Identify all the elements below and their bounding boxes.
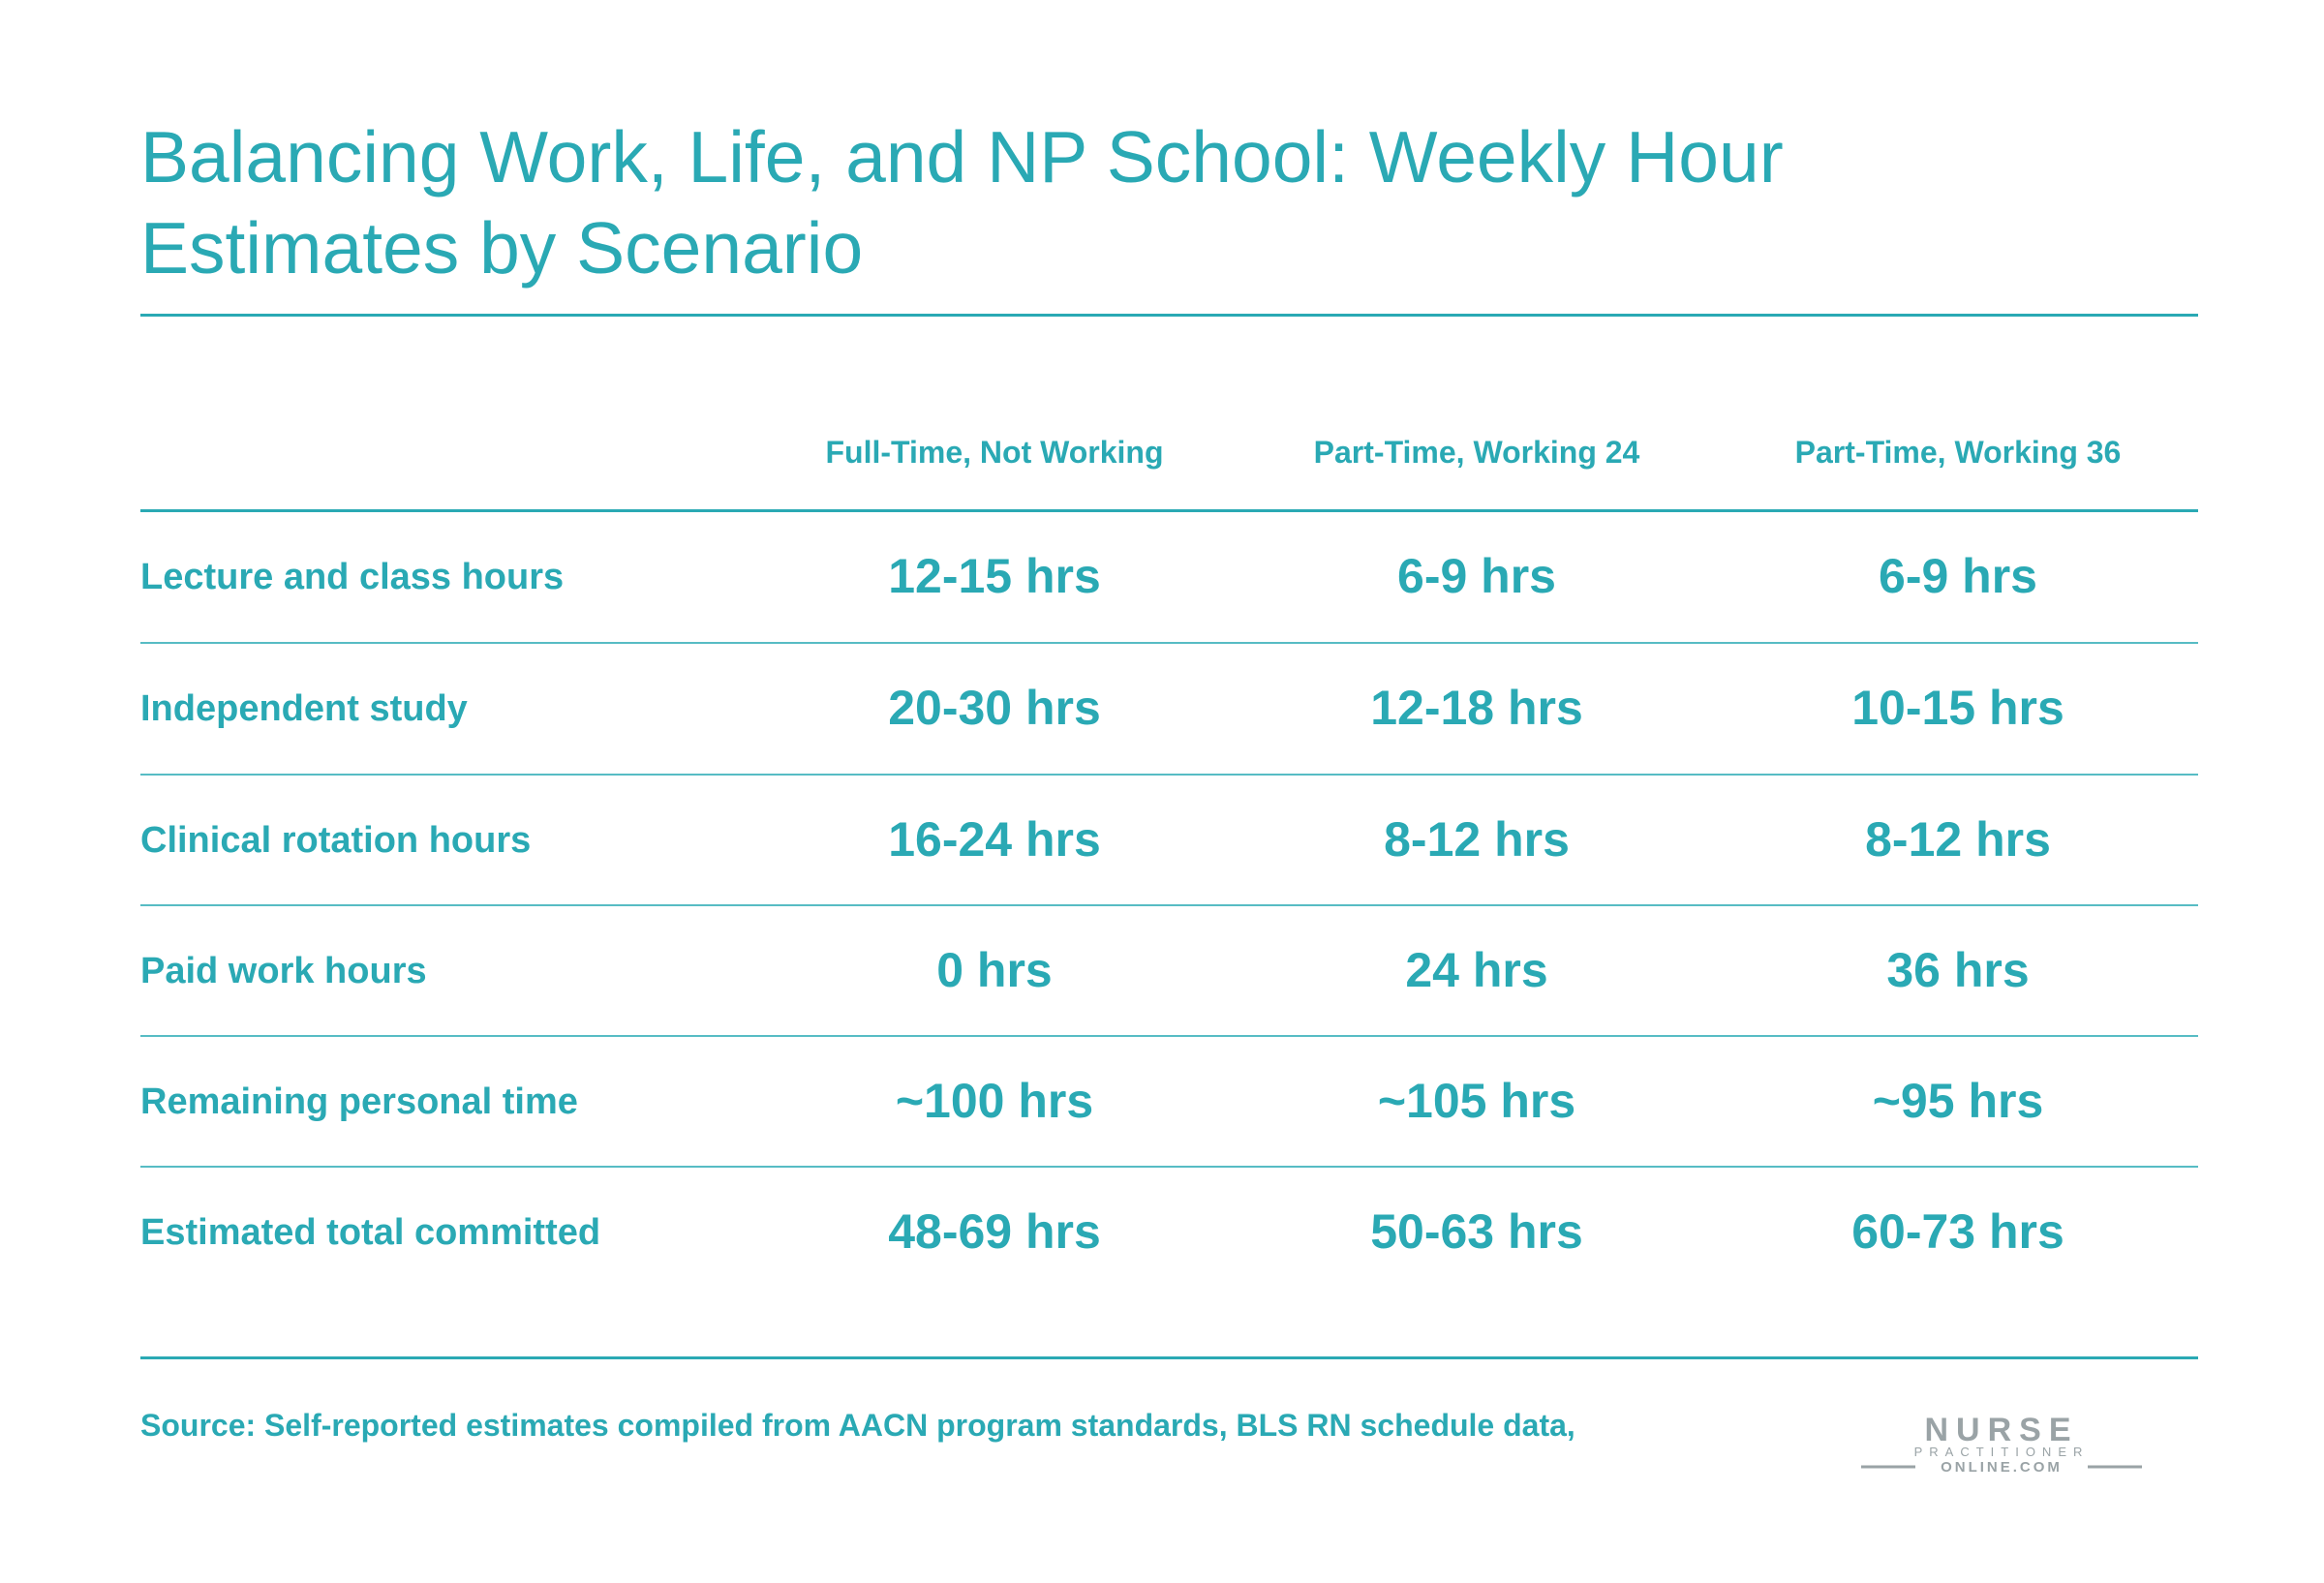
- row-label-independent-study: Independent study: [140, 688, 468, 729]
- cell-study-full-time: 20-30 hrs: [888, 681, 1101, 735]
- footer-divider: [140, 1356, 2198, 1359]
- column-header-part-time-24: Part-Time, Working 24: [1313, 435, 1640, 470]
- row-divider: [140, 642, 2198, 644]
- cell-total-part-time-24: 50-63 hrs: [1370, 1204, 1583, 1259]
- cell-personal-part-time-36: ~95 hrs: [1872, 1074, 2044, 1128]
- row-label-personal-time: Remaining personal time: [140, 1081, 578, 1122]
- cell-personal-part-time-24: ~105 hrs: [1377, 1074, 1576, 1128]
- source-note: Source: Self-reported estimates compiled…: [140, 1408, 1575, 1443]
- cell-clinical-full-time: 16-24 hrs: [888, 812, 1101, 867]
- row-divider: [140, 904, 2198, 906]
- row-divider: [140, 1166, 2198, 1168]
- cell-lecture-part-time-24: 6-9 hrs: [1397, 549, 1556, 603]
- row-label-clinical-rotation: Clinical rotation hours: [140, 820, 532, 861]
- header-divider: [140, 509, 2198, 512]
- logo-word-online: ONLINE.COM: [1941, 1459, 2063, 1476]
- logo-word-nurse: NURSE: [1924, 1416, 2078, 1448]
- cell-study-part-time-36: 10-15 hrs: [1851, 681, 2064, 735]
- cell-lecture-full-time: 12-15 hrs: [888, 549, 1101, 603]
- row-label-paid-work: Paid work hours: [140, 951, 427, 991]
- row-divider: [140, 1035, 2198, 1037]
- cell-clinical-part-time-24: 8-12 hrs: [1384, 812, 1570, 867]
- column-header-full-time: Full-Time, Not Working: [825, 435, 1164, 470]
- title-line-2: Estimates by Scenario: [140, 207, 864, 289]
- cell-personal-full-time: ~100 hrs: [895, 1074, 1094, 1128]
- cell-paid-work-part-time-36: 36 hrs: [1886, 943, 2030, 997]
- row-label-lecture: Lecture and class hours: [140, 557, 565, 597]
- nurse-practitioner-online-logo: NURSE PRACTITIONER ONLINE.COM: [1861, 1416, 2142, 1476]
- cell-total-full-time: 48-69 hrs: [888, 1204, 1101, 1259]
- row-divider: [140, 774, 2198, 776]
- cell-paid-work-part-time-24: 24 hrs: [1405, 943, 1548, 997]
- page-title: Balancing Work, Life, and NP School: Wee…: [140, 111, 2077, 293]
- cell-total-part-time-36: 60-73 hrs: [1851, 1204, 2064, 1259]
- cell-lecture-part-time-36: 6-9 hrs: [1879, 549, 2037, 603]
- cell-study-part-time-24: 12-18 hrs: [1370, 681, 1583, 735]
- cell-clinical-part-time-36: 8-12 hrs: [1865, 812, 2051, 867]
- row-label-total-committed: Estimated total committed: [140, 1212, 601, 1253]
- title-line-1: Balancing Work, Life, and NP School: Wee…: [140, 116, 1784, 198]
- logo-word-practitioner: PRACTITIONER: [1914, 1445, 2090, 1459]
- cell-paid-work-full-time: 0 hrs: [936, 943, 1053, 997]
- column-header-part-time-36: Part-Time, Working 36: [1794, 435, 2122, 470]
- title-divider: [140, 314, 2198, 317]
